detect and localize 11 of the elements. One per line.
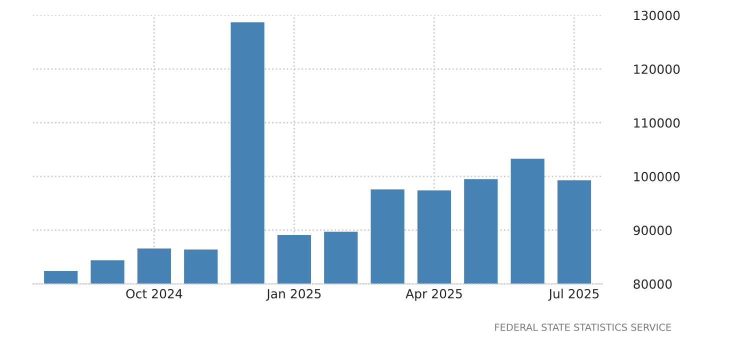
y-tick-label: 80000 <box>634 279 672 289</box>
text: FEDERAL STATE STATISTICS SERVICE <box>495 324 671 331</box>
y-tick-label: 120000 <box>634 64 680 74</box>
y-tick-label: 100000 <box>634 172 680 182</box>
y-tick-label: 90000 <box>634 226 672 236</box>
x-tick-label: Oct 2024 <box>126 288 182 298</box>
y-tick-label: 110000 <box>634 118 680 128</box>
y-tick-label: 130000 <box>634 10 680 20</box>
x-tick-label: Apr 2025 <box>406 288 462 301</box>
x-tick-label: Jan 2025 <box>266 288 321 301</box>
x-tick-label: Jul 2025 <box>548 288 599 301</box>
